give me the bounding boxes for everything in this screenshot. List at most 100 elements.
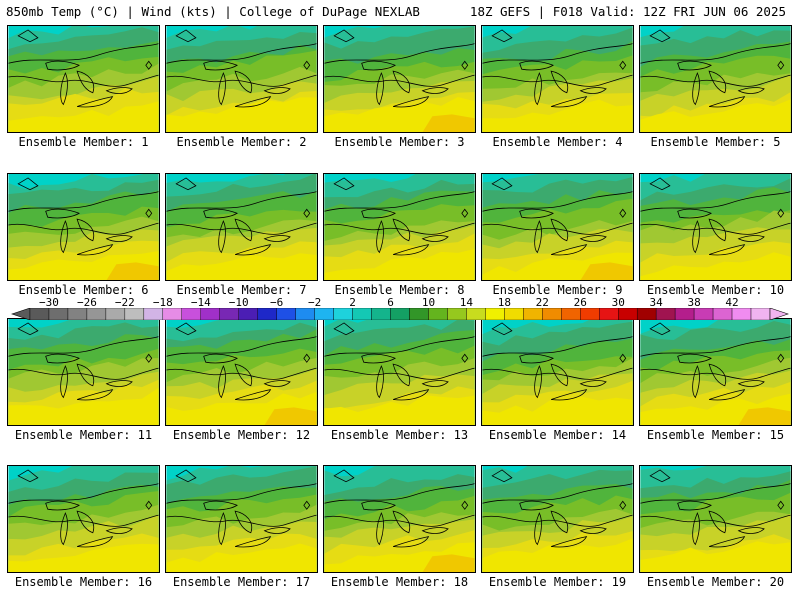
ensemble-map (7, 25, 160, 133)
colorbar-left-arrow (11, 308, 31, 320)
colorbar-swatch (599, 308, 619, 320)
colorbar-swatch (105, 308, 126, 320)
ensemble-caption: Ensemble Member: 11 (14, 428, 153, 442)
ensemble-caption: Ensemble Member: 7 (176, 283, 307, 297)
ensemble-map (639, 173, 792, 281)
colorbar-right-arrow (769, 308, 789, 320)
ensemble-map (165, 173, 318, 281)
colorbar-swatch (276, 308, 296, 320)
ensemble-caption: Ensemble Member: 6 (18, 283, 149, 297)
ensemble-caption: Ensemble Member: 5 (650, 135, 781, 149)
ensemble-map (7, 318, 160, 426)
colorbar-label: 42 (725, 296, 739, 309)
ensemble-caption: Ensemble Member: 15 (646, 428, 785, 442)
colorbar-label: −30 (39, 296, 59, 309)
colorbar-label: −10 (228, 296, 249, 309)
colorbar-swatch (712, 308, 733, 320)
ensemble-map (481, 465, 634, 573)
colorbar-labels: −30 −26 −22 −18 −14 −10 −6 −2 2 6 10 14 18 22 26 30 34 38… (10, 296, 800, 309)
colorbar-label: −2 (307, 296, 322, 309)
colorbar-swatch (674, 308, 695, 320)
colorbar-swatch (447, 308, 467, 320)
colorbar-swatch (561, 308, 581, 320)
ensemble-caption: Ensemble Member: 2 (176, 135, 307, 149)
colorbar-swatch (731, 308, 752, 320)
colorbar-swatch (200, 308, 220, 320)
colorbar-swatch (67, 308, 88, 320)
ensemble-caption: Ensemble Member: 19 (488, 575, 627, 589)
colorbar-swatch (143, 308, 164, 320)
colorbar-swatch (409, 308, 429, 320)
ensemble-map (639, 318, 792, 426)
colorbar-swatch (352, 308, 372, 320)
colorbar-scale (11, 308, 789, 320)
colorbar: −30 −26 −22 −18 −14 −10 −6 −2 2 6 10 14 18 22 26 30 34 38… (10, 296, 790, 320)
ensemble-map (165, 318, 318, 426)
colorbar-swatch (504, 308, 524, 320)
colorbar-swatch (124, 308, 145, 320)
ensemble-map (7, 465, 160, 573)
ensemble-caption: Ensemble Member: 1 (18, 135, 149, 149)
ensemble-caption: Ensemble Member: 14 (488, 428, 627, 442)
colorbar-swatch (181, 308, 201, 320)
colorbar-swatch (29, 308, 50, 320)
colorbar-swatch (580, 308, 600, 320)
ensemble-map (165, 465, 318, 573)
ensemble-map (639, 465, 792, 573)
colorbar-swatch (466, 308, 486, 320)
colorbar-swatch (295, 308, 315, 320)
colorbar-label: −6 (270, 296, 284, 309)
colorbar-swatch (219, 308, 239, 320)
ensemble-caption: Ensemble Member: 20 (646, 575, 785, 589)
ensemble-map (481, 25, 634, 133)
colorbar-label: 38 (687, 296, 701, 309)
colorbar-swatch (162, 308, 182, 320)
ensemble-caption: Ensemble Member: 3 (334, 135, 465, 149)
ensemble-map (165, 25, 318, 133)
colorbar-label: 26 (573, 296, 587, 309)
colorbar-swatch (655, 308, 676, 320)
ensemble-map (323, 25, 476, 133)
colorbar-swatch (750, 308, 771, 320)
colorbar-swatch (636, 308, 657, 320)
ensemble-caption: Ensemble Member: 16 (14, 575, 153, 589)
ensemble-map (481, 318, 634, 426)
colorbar-label: −22 (114, 296, 135, 309)
colorbar-swatch (86, 308, 107, 320)
ensemble-map (481, 173, 634, 281)
colorbar-label: −18 (152, 296, 173, 309)
colorbar-swatch (618, 308, 638, 320)
colorbar-label: 34 (649, 296, 663, 309)
colorbar-label: −26 (76, 296, 97, 309)
ensemble-caption: Ensemble Member: 4 (492, 135, 623, 149)
colorbar-swatch (693, 308, 714, 320)
colorbar-swatch (314, 308, 334, 320)
ensemble-caption: Ensemble Member: 18 (330, 575, 469, 589)
colorbar-swatch (238, 308, 258, 320)
colorbar-label: −14 (190, 296, 211, 309)
colorbar-swatch (523, 308, 543, 320)
ensemble-caption: Ensemble Member: 12 (172, 428, 311, 442)
header-title: 850mb Temp (°C) | Wind (kts) | College o… (6, 4, 420, 19)
colorbar-swatch (333, 308, 353, 320)
colorbar-label: 2 (349, 296, 356, 309)
colorbar-swatch (390, 308, 410, 320)
ensemble-caption: Ensemble Member: 17 (172, 575, 311, 589)
ensemble-map (323, 173, 476, 281)
ensemble-caption: Ensemble Member: 10 (646, 283, 785, 297)
ensemble-caption: Ensemble Member: 8 (334, 283, 465, 297)
colorbar-label: 6 (387, 296, 394, 309)
colorbar-swatch (428, 308, 448, 320)
ensemble-map (7, 173, 160, 281)
colorbar-label: 18 (497, 296, 511, 309)
ensemble-map (323, 465, 476, 573)
ensemble-map (639, 25, 792, 133)
colorbar-label: 10 (421, 296, 436, 309)
colorbar-swatch (48, 308, 69, 320)
colorbar-label: 30 (611, 296, 625, 309)
ensemble-caption: Ensemble Member: 9 (492, 283, 623, 297)
colorbar-label: 14 (459, 296, 474, 309)
header-run-info: 18Z GEFS | F018 Valid: 12Z FRI JUN 06 20… (469, 4, 786, 19)
colorbar-swatch (257, 308, 277, 320)
ensemble-map (323, 318, 476, 426)
